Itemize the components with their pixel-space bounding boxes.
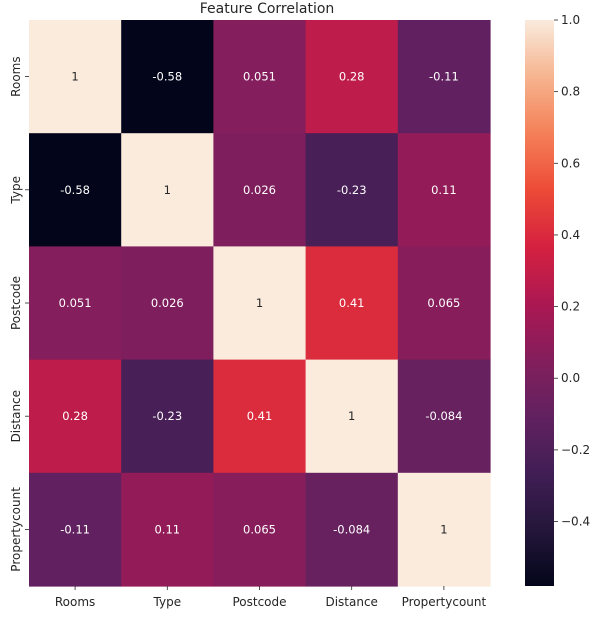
- heatmap-cell: [397, 133, 491, 247]
- cell-value-label: 1: [348, 409, 355, 423]
- y-tick-label: Distance: [9, 390, 23, 442]
- cell-value-label: 0.41: [339, 296, 365, 310]
- cell-value-label: -0.58: [60, 183, 90, 197]
- cell-value-label: 0.11: [154, 522, 180, 536]
- cell-value-label: 0.026: [151, 296, 184, 310]
- heatmap-cell: [213, 359, 307, 474]
- cell-value-label: 0.28: [339, 70, 365, 84]
- heatmap-cell: [305, 20, 399, 134]
- heatmap-cell: [29, 472, 122, 587]
- heatmap-cell: [305, 246, 399, 361]
- heatmap-cell: [121, 472, 214, 587]
- cell-value-label: 1: [164, 183, 171, 197]
- colorbar-tick-label: 0.6: [561, 156, 580, 170]
- heatmap-cell: [397, 20, 491, 134]
- colorbar-tick-label: 0.8: [561, 85, 580, 99]
- colorbar-ticks: 1.0 0.8 0.6 0.4 0.2 0.0 −0.2 −0.4: [554, 13, 590, 529]
- y-tick-label: Propertycount: [9, 487, 23, 572]
- x-tick-label: Type: [153, 595, 182, 609]
- cell-value-label: 0.051: [243, 70, 276, 84]
- x-axis: Rooms Type Postcode Distance Propertycount: [55, 586, 487, 609]
- colorbar-tick-label: −0.2: [561, 443, 590, 457]
- heatmap-cell-labels: 1 -0.58 0.051 0.28 -0.11 -0.58 1 0.026 -0.23 0.11…: [59, 70, 463, 537]
- heatmap-cell: [29, 133, 122, 247]
- cell-value-label: 1: [71, 70, 78, 84]
- y-axis: Rooms Type Postcode Distance Propertycount: [9, 56, 29, 572]
- heatmap-cell: [121, 246, 214, 361]
- chart-title: Feature Correlation: [200, 1, 335, 17]
- cell-value-label: 0.41: [247, 409, 273, 423]
- cell-value-label: -0.23: [337, 183, 367, 197]
- cell-value-label: -0.58: [152, 70, 182, 84]
- cell-value-label: -0.11: [60, 522, 90, 536]
- cell-value-label: -0.084: [333, 522, 370, 536]
- cell-value-label: 1: [440, 522, 447, 536]
- heatmap-cell: [397, 472, 491, 587]
- y-tick-label: Type: [9, 176, 23, 205]
- heatmap-cell: [397, 359, 491, 474]
- heatmap-cell: [121, 133, 214, 247]
- cell-value-label: -0.11: [429, 70, 459, 84]
- heatmap-cell: [305, 133, 399, 247]
- y-tick-label: Postcode: [9, 276, 23, 330]
- colorbar-tick-label: 0.4: [561, 228, 580, 242]
- heatmap-cell: [29, 359, 122, 474]
- x-tick-label: Postcode: [232, 595, 286, 609]
- heatmap-cell: [213, 133, 307, 247]
- cell-value-label: 0.065: [427, 296, 460, 310]
- x-tick-label: Propertycount: [402, 595, 487, 609]
- cell-value-label: 0.11: [431, 183, 457, 197]
- heatmap-cell: [29, 246, 122, 361]
- cell-value-label: 1: [256, 296, 263, 310]
- cell-value-label: 0.28: [62, 409, 88, 423]
- colorbar: [525, 20, 554, 586]
- cell-value-label: 0.026: [243, 183, 276, 197]
- y-tick-label: Rooms: [9, 56, 23, 96]
- heatmap-cell: [213, 246, 307, 361]
- heatmap-cell: [29, 20, 122, 134]
- colorbar-tick-label: 0.2: [561, 300, 580, 314]
- cell-value-label: -0.23: [152, 409, 182, 423]
- x-tick-label: Distance: [325, 595, 377, 609]
- cell-value-label: 0.065: [243, 522, 276, 536]
- heatmap-cell: [305, 472, 399, 587]
- heatmap-cell: [213, 20, 307, 134]
- heatmap-cells: [29, 20, 491, 587]
- heatmap-cell: [397, 246, 491, 361]
- heatmap-cell: [305, 359, 399, 474]
- heatmap-cell: [121, 359, 214, 474]
- cell-value-label: -0.084: [425, 409, 462, 423]
- cell-value-label: 0.051: [59, 296, 92, 310]
- colorbar-tick-label: 1.0: [561, 13, 580, 27]
- heatmap-cell: [213, 472, 307, 587]
- colorbar-tick-label: −0.4: [561, 515, 590, 529]
- colorbar-tick-label: 0.0: [561, 371, 580, 385]
- heatmap-cell: [121, 20, 214, 134]
- x-tick-label: Rooms: [55, 595, 95, 609]
